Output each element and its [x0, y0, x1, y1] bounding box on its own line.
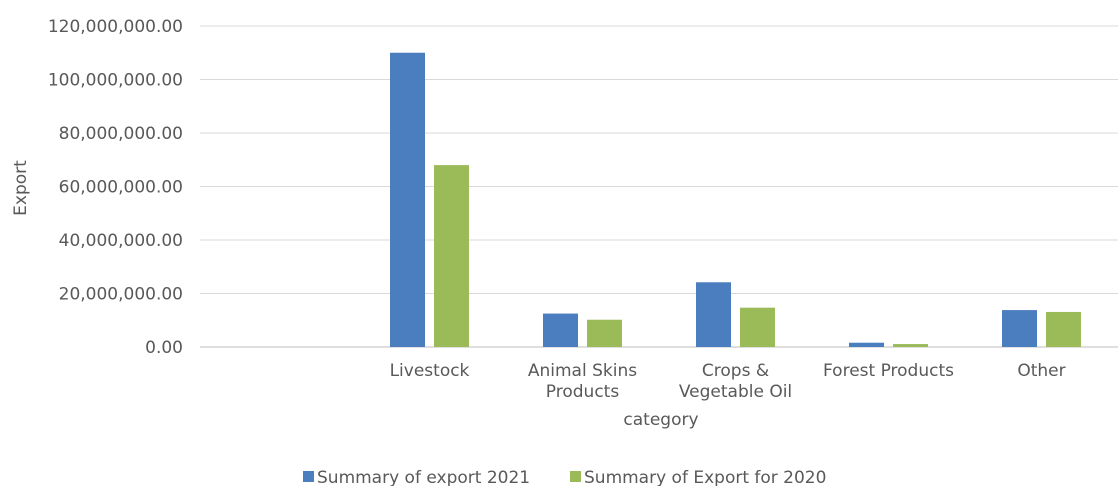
bar-series-1: [390, 52, 425, 347]
bar-series-1: [543, 313, 578, 347]
x-tick-label: Other: [1017, 361, 1065, 381]
bar-series-2: [740, 307, 775, 347]
bar-series-1: [849, 342, 884, 347]
legend: Summary of export 2021 Summary of Export …: [303, 468, 826, 486]
bar-series-2: [1046, 311, 1081, 347]
x-axis-label: category: [623, 410, 698, 430]
y-tick-label: 0.00: [145, 338, 183, 358]
x-tick-label: Vegetable Oil: [679, 382, 792, 402]
y-tick-label: 120,000,000.00: [48, 17, 183, 37]
gridlines: [200, 25, 1118, 348]
bar-series-2: [893, 344, 928, 347]
legend-label: Summary of export 2021: [317, 468, 530, 486]
bar-series-1: [1002, 310, 1037, 347]
y-tick-label: 100,000,000.00: [48, 71, 183, 91]
x-tick-label: Livestock: [390, 361, 470, 381]
y-axis-tick-labels: 0.00 20,000,000.00 40,000,000.00 60,000,000…: [48, 17, 183, 358]
x-tick-label: Forest Products: [823, 361, 954, 381]
y-axis-label: Export: [11, 160, 31, 216]
legend-swatch: [570, 471, 581, 482]
y-tick-label: 60,000,000.00: [59, 178, 183, 198]
x-tick-label: Crops &: [702, 361, 769, 381]
legend-label: Summary of Export for 2020: [584, 468, 826, 486]
y-tick-label: 20,000,000.00: [59, 285, 183, 305]
bar-series-2: [587, 319, 622, 347]
bar-series-2: [434, 165, 469, 347]
x-tick-label: Products: [546, 382, 620, 402]
x-tick-label: Animal Skins: [528, 361, 637, 381]
y-tick-label: 40,000,000.00: [59, 231, 183, 251]
bars: [390, 52, 1081, 347]
bar-series-1: [696, 282, 731, 347]
legend-swatch: [303, 471, 314, 482]
y-tick-label: 80,000,000.00: [59, 124, 183, 144]
